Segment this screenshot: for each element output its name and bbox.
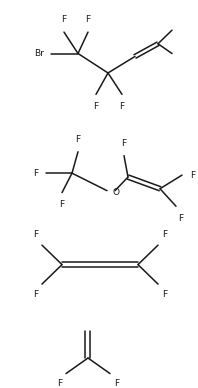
Text: F: F <box>33 290 38 299</box>
Text: F: F <box>33 169 38 178</box>
Text: F: F <box>162 290 167 299</box>
Text: F: F <box>119 102 125 111</box>
Text: F: F <box>162 230 167 239</box>
Text: O: O <box>113 188 120 197</box>
Text: F: F <box>75 135 81 144</box>
Text: F: F <box>178 214 183 223</box>
Text: F: F <box>61 15 67 24</box>
Text: F: F <box>33 230 38 239</box>
Text: Br: Br <box>34 49 44 58</box>
Text: F: F <box>59 201 65 210</box>
Text: F: F <box>121 139 127 148</box>
Text: F: F <box>57 379 62 388</box>
Text: F: F <box>190 171 195 180</box>
Text: F: F <box>86 15 90 24</box>
Text: F: F <box>114 379 119 388</box>
Text: F: F <box>93 102 99 111</box>
